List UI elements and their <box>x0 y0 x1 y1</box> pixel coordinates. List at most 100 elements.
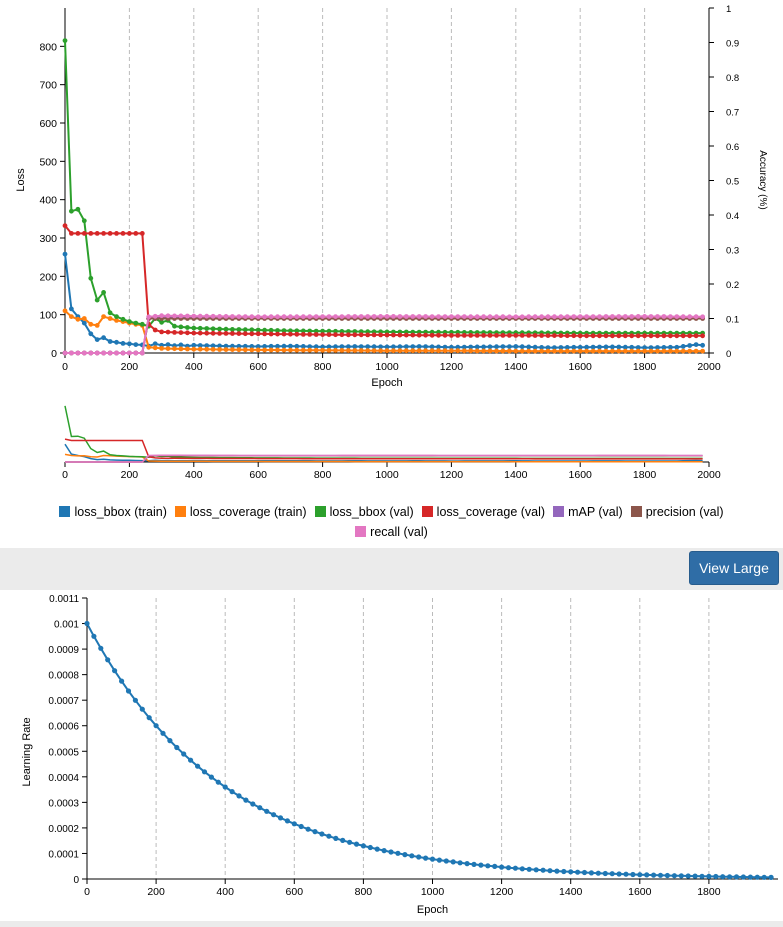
data-point <box>107 231 113 236</box>
data-point <box>146 344 152 350</box>
series-line <box>64 40 703 335</box>
data-point <box>474 314 480 320</box>
data-point <box>713 873 719 880</box>
data-point <box>629 348 635 354</box>
data-point <box>558 333 564 338</box>
data-point <box>101 350 106 356</box>
data-point <box>352 344 358 349</box>
data-point <box>610 344 615 350</box>
data-point <box>159 319 165 325</box>
legend-item[interactable]: loss_bbox (val) <box>314 502 414 522</box>
x-tick-label: 2000 <box>697 361 721 373</box>
data-point <box>442 344 448 350</box>
data-point <box>126 341 132 347</box>
data-point <box>264 808 270 814</box>
data-point <box>268 347 274 353</box>
data-point <box>449 333 454 338</box>
context-x-tick-label: 1000 <box>375 469 399 478</box>
data-point <box>700 314 705 320</box>
data-point <box>571 348 577 354</box>
data-point <box>545 348 551 354</box>
data-point <box>255 331 261 337</box>
data-point <box>281 343 287 349</box>
x-tick-label: 1600 <box>569 361 593 373</box>
data-point <box>468 314 474 320</box>
data-point <box>436 314 441 319</box>
data-point <box>374 846 380 852</box>
data-point <box>75 350 81 356</box>
data-point <box>457 860 463 866</box>
x-tick-label: 400 <box>216 886 234 898</box>
y-tick-label: 0.0003 <box>48 798 79 809</box>
data-point <box>120 231 126 236</box>
data-point <box>449 344 454 350</box>
context-x-tick-label: 0 <box>62 469 68 478</box>
data-point <box>468 348 474 354</box>
data-point <box>88 350 94 356</box>
data-point <box>281 328 287 333</box>
data-point <box>648 345 654 350</box>
data-point <box>423 344 428 349</box>
data-point <box>461 333 467 338</box>
data-point <box>262 314 267 320</box>
view-large-button[interactable]: View Large <box>689 551 779 585</box>
data-point <box>230 314 235 319</box>
y2-tick-label: 0.2 <box>726 280 739 291</box>
overview-context-chart[interactable]: 0 200 400 600 800 1000 1200 1400 1600 1800 2000 <box>0 398 783 478</box>
data-point <box>526 314 532 320</box>
data-point <box>577 348 583 354</box>
data-point <box>423 855 429 861</box>
data-point <box>403 332 409 338</box>
data-point <box>152 327 158 333</box>
y2-axis-label: Accuracy (%) <box>757 150 768 209</box>
data-point <box>512 865 519 871</box>
data-point <box>307 314 313 319</box>
context-x-tick-label: 2000 <box>697 469 721 478</box>
data-point <box>655 348 660 354</box>
data-point <box>81 320 87 326</box>
x-axis-label: Epoch <box>371 377 402 389</box>
data-point <box>339 314 345 319</box>
data-point <box>526 333 532 338</box>
legend-item[interactable]: mAP (val) <box>553 502 623 522</box>
data-point <box>499 864 505 870</box>
legend-swatch <box>355 526 367 537</box>
data-point <box>326 344 332 350</box>
data-point <box>558 314 564 320</box>
data-point <box>642 333 647 339</box>
series-line <box>64 225 703 337</box>
data-point <box>603 314 609 319</box>
learning-rate-chart: 0 200 400 600 800 1000 1200 1400 1600 1800 0 0.0001… <box>21 594 778 916</box>
data-point <box>114 350 119 356</box>
data-point <box>201 769 208 775</box>
data-point <box>384 348 390 354</box>
data-point <box>577 314 583 319</box>
legend-item[interactable]: loss_coverage (train) <box>174 502 307 522</box>
data-point <box>519 314 525 320</box>
data-point <box>391 332 396 338</box>
data-point <box>62 251 68 257</box>
data-point <box>210 313 216 319</box>
data-point <box>210 326 216 332</box>
data-point <box>622 333 628 339</box>
legend-swatch <box>174 506 186 517</box>
data-point <box>298 823 304 830</box>
data-point <box>668 333 673 339</box>
data-point <box>320 344 325 350</box>
data-point <box>577 333 583 339</box>
legend-item[interactable]: precision (val) <box>630 502 724 522</box>
data-point <box>242 343 248 349</box>
data-point <box>378 332 383 338</box>
data-point <box>635 333 641 339</box>
legend-item[interactable]: loss_coverage (val) <box>421 502 545 522</box>
data-point <box>436 332 441 338</box>
data-point <box>487 333 493 338</box>
data-point <box>275 331 280 337</box>
legend-item[interactable]: loss_bbox (train) <box>59 502 167 522</box>
data-point <box>313 332 319 337</box>
series-line <box>64 310 703 353</box>
data-point <box>671 873 678 879</box>
x-tick-label: 1000 <box>421 886 445 898</box>
data-point <box>326 833 332 839</box>
legend-item[interactable]: recall (val) <box>355 522 428 542</box>
